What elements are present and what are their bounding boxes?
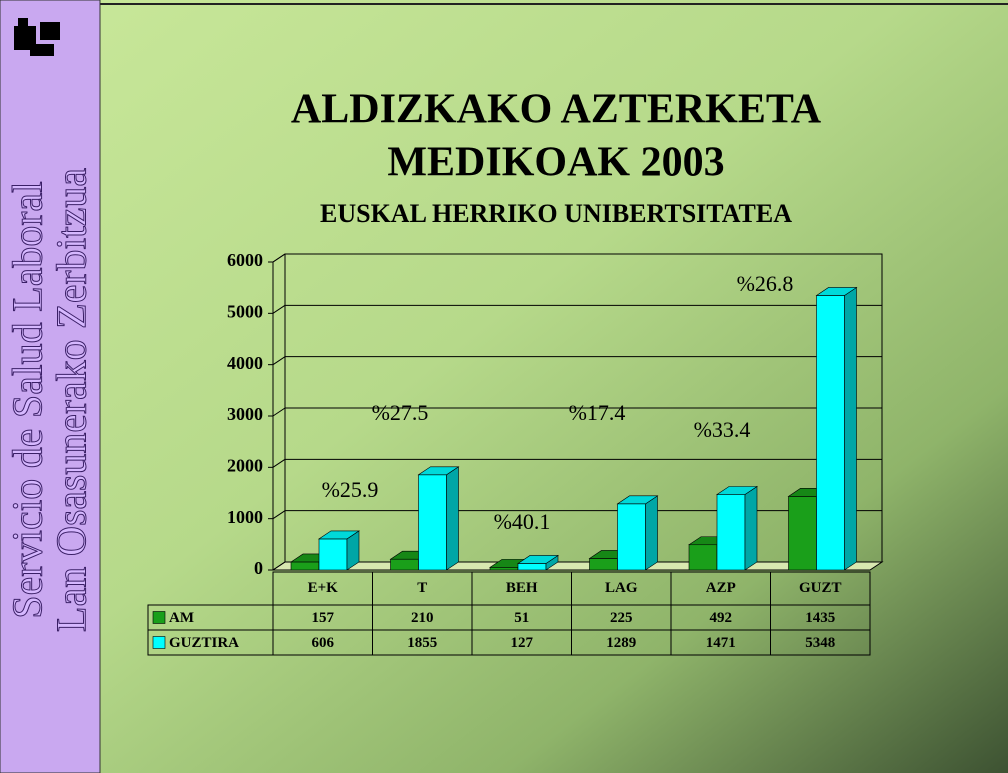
- y-tick-label: 4000: [227, 353, 263, 373]
- bar-front: [290, 561, 320, 571]
- y-tick-label: 6000: [227, 250, 263, 270]
- table-value: 1855: [407, 635, 437, 651]
- y-tick-label: 3000: [227, 404, 263, 424]
- bar-side-shade: [745, 486, 757, 570]
- bar: [517, 554, 559, 571]
- chart-title: MEDIKOAK 2003: [387, 140, 724, 186]
- bar-front: [318, 538, 348, 571]
- annotation: %25.9: [322, 477, 379, 502]
- sidebar-text: Lan Osasunerako Zerbitzua: [50, 168, 96, 632]
- table-value: 492: [710, 610, 733, 626]
- y-tick-label: 5000: [227, 301, 263, 321]
- legend-label: AM: [169, 610, 194, 626]
- grid-line: [272, 510, 286, 520]
- chart-subtitle: EUSKAL HERRIKO UNIBERTSITATEA: [320, 199, 792, 228]
- table-value: 210: [411, 610, 434, 626]
- sidebar: [0, 0, 101, 773]
- bar: [616, 495, 659, 571]
- grid-line: [272, 304, 286, 314]
- annotation: %27.5: [372, 400, 429, 425]
- bar-top: [716, 486, 758, 495]
- bar-side-shade: [546, 555, 558, 570]
- annotation: %26.8: [737, 271, 794, 296]
- bar-side-shade: [645, 495, 658, 570]
- logo: [14, 18, 60, 56]
- bar-top-shade: [319, 530, 359, 539]
- legend-key: [152, 636, 166, 649]
- bar-front: [517, 563, 547, 571]
- table-value: 1471: [706, 635, 736, 651]
- bar-top-shade: [518, 555, 558, 564]
- x-tick-label: LAG: [605, 580, 638, 596]
- table-value: 157: [312, 610, 335, 626]
- table-value: 5348: [805, 635, 835, 651]
- bar-top: [318, 530, 360, 540]
- annotation: %40.1: [494, 509, 551, 534]
- chart-title: ALDIZKAKO AZTERKETA: [291, 87, 822, 133]
- bar-front: [617, 503, 646, 571]
- grid-line: [272, 407, 286, 417]
- grid-line: [272, 253, 286, 263]
- bar: [815, 286, 858, 571]
- bar-front: [688, 544, 718, 571]
- bar-top: [417, 466, 460, 476]
- bar-front: [716, 494, 746, 571]
- x-tick-label: GUZT: [799, 580, 842, 596]
- y-tick-label: 0: [254, 558, 263, 578]
- y-tick-label: 1000: [227, 507, 263, 527]
- bar-top-shade: [816, 287, 857, 296]
- bar-top-shade: [418, 466, 459, 475]
- bar-front: [418, 474, 447, 571]
- x-tick-label: BEH: [506, 580, 538, 596]
- legend-label: GUZTIRA: [169, 635, 239, 651]
- bar-side-shade: [446, 466, 459, 570]
- bar: [318, 530, 360, 571]
- sidebar-text: Servicio de Salud Laboral: [6, 181, 52, 618]
- bar-top: [517, 555, 559, 564]
- bar-top: [815, 287, 858, 296]
- bar-front: [788, 496, 817, 571]
- table-value: 225: [610, 610, 633, 626]
- x-tick-label: T: [417, 580, 427, 596]
- bar-top-shade: [717, 486, 757, 495]
- table-value: 1289: [606, 635, 636, 651]
- annotation: %33.4: [694, 417, 751, 442]
- table-value: 127: [511, 635, 534, 651]
- bar: [716, 485, 758, 571]
- bar-side-shade: [347, 530, 359, 570]
- bar-front: [589, 558, 618, 571]
- legend-key: [152, 611, 166, 624]
- bar-front: [489, 567, 519, 571]
- bar-side-shade: [844, 287, 857, 570]
- y-tick-label: 2000: [227, 455, 263, 475]
- bar-top-shade: [617, 495, 658, 504]
- table-value: 1435: [805, 610, 835, 626]
- bar-front: [816, 295, 845, 571]
- grid-line: [272, 458, 286, 468]
- bar: [417, 466, 460, 571]
- annotation: %17.4: [569, 400, 626, 425]
- x-tick-label: E+K: [308, 580, 339, 596]
- bar-top: [616, 495, 659, 505]
- table-value: 51: [514, 610, 529, 626]
- bar-front: [390, 558, 419, 571]
- x-tick-label: AZP: [706, 580, 736, 596]
- grid-line: [272, 356, 286, 366]
- grid-line: [272, 561, 286, 571]
- table-value: 606: [312, 635, 335, 651]
